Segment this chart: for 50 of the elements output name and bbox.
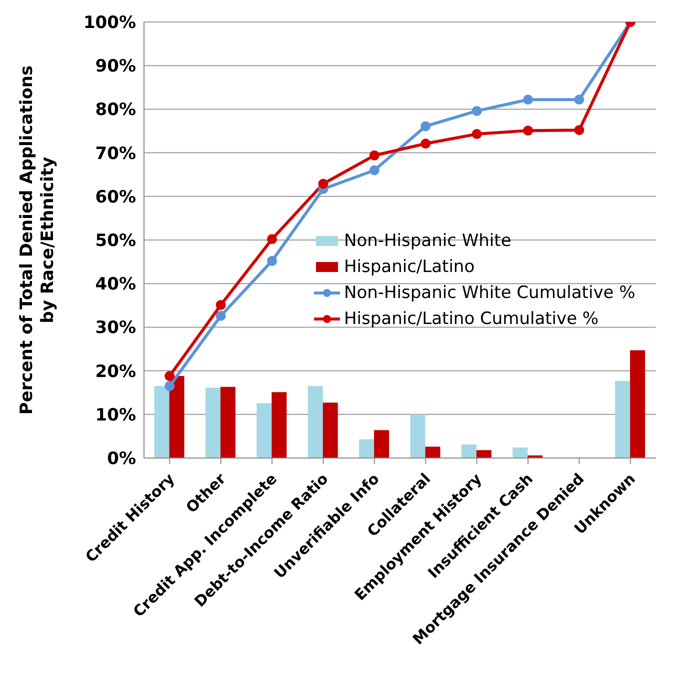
y-tick-label: 10% [95,405,136,426]
y-axis-title: Percent of Total Denied Applications by Race/Ethnicity [17,65,58,415]
bar [615,380,630,458]
bar [630,350,646,458]
point [318,178,328,189]
y-tick-label: 40% [95,274,136,295]
bar [512,448,528,458]
legend-label: Hispanic/Latino Cumulative % [344,308,599,331]
y-tick-label: 50% [95,231,136,252]
point [574,125,584,136]
bar [425,446,440,458]
bar [272,392,287,458]
point [523,126,533,136]
point [164,371,175,382]
point [369,150,380,160]
bar [476,450,492,458]
point [216,300,226,310]
y-tick-label: 70% [95,144,136,164]
point [164,381,175,392]
bar [410,414,426,458]
point [267,234,277,244]
legend-label: Non-Hispanic White Cumulative % [344,282,636,305]
y-tick-label: 0% [107,449,136,470]
y-tick-label: 90% [95,56,136,77]
point [420,138,431,149]
point [420,121,431,132]
bar [154,386,170,458]
bar [205,388,220,458]
bar [308,386,323,458]
point [267,256,277,266]
y-tick-label: 60% [95,187,136,208]
bar [256,403,272,458]
point [574,94,584,105]
y-tick-label: 30% [95,318,136,338]
y-tick-label: 20% [95,362,136,382]
y-tick-label: 80% [95,100,136,120]
bar [359,439,374,458]
legend-label: Hispanic/Latino [344,256,475,279]
y-tick-label: 100% [83,13,136,34]
point [369,165,380,176]
bar [461,444,476,458]
point [472,106,482,116]
bar [374,430,390,458]
legend-label: Non-Hispanic White [344,230,512,253]
bar [220,386,236,458]
point [216,310,226,321]
bar [169,376,184,458]
bar [322,402,338,458]
point [472,129,482,140]
point [523,94,533,105]
